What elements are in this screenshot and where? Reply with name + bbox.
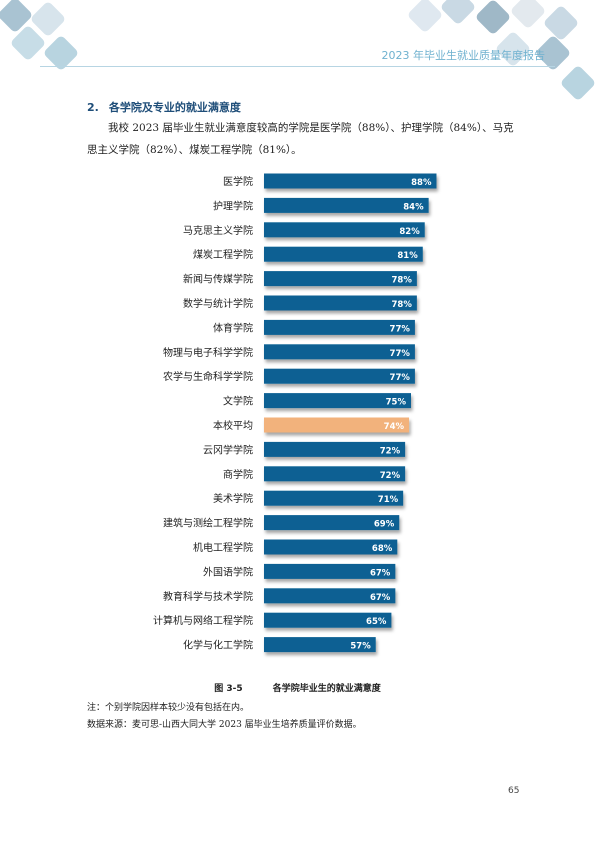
bar xyxy=(264,515,400,531)
value-label: 77% xyxy=(390,324,411,334)
value-label: 57% xyxy=(350,642,371,652)
data-source-note: 数据来源：麦可思-山西大同大学 2023 届毕业生培养质量评价数据。 xyxy=(87,720,362,730)
category-label: 医学院 xyxy=(223,175,253,188)
value-label: 67% xyxy=(370,568,391,578)
category-label: 文学院 xyxy=(223,395,253,408)
value-label: 77% xyxy=(390,373,411,383)
value-label: 67% xyxy=(370,593,391,603)
value-label: 72% xyxy=(380,471,401,481)
section-title: 各学院及专业的就业满意度 xyxy=(108,101,241,114)
value-label: 78% xyxy=(392,276,413,286)
bar xyxy=(264,222,425,238)
average-bar xyxy=(264,417,410,433)
value-label: 71% xyxy=(378,495,399,505)
header-title: 2023 年毕业生就业质量年度报告 xyxy=(381,49,546,62)
category-label: 煤炭工程学院 xyxy=(193,248,253,261)
figure-title: 各学院毕业生的就业满意度 xyxy=(272,684,381,694)
bar xyxy=(264,197,429,213)
category-label: 农学与生命科学学院 xyxy=(163,370,253,383)
decor-tile xyxy=(474,0,512,36)
category-label: 新闻与传媒学院 xyxy=(183,273,253,286)
body-paragraph: 我校 2023 届毕业生就业满意度较高的学院是医学院（88%）、护理学院（84%… xyxy=(87,122,514,156)
footnote: 注：个别学院因样本较少没有包括在内。 xyxy=(87,703,250,713)
bar xyxy=(264,246,423,262)
decor-tile xyxy=(406,0,444,34)
category-label: 教育科学与技术学院 xyxy=(163,590,253,603)
value-label: 81% xyxy=(397,251,418,261)
decor-tile xyxy=(439,0,477,26)
section-number: 2. xyxy=(87,101,99,114)
bar xyxy=(264,271,417,287)
category-label: 本校平均 xyxy=(213,419,253,432)
section-heading: 2. 各学院及专业的就业满意度 xyxy=(87,99,241,115)
decor-tile xyxy=(542,4,580,42)
category-label: 体育学院 xyxy=(213,321,253,334)
value-label: 69% xyxy=(374,520,395,530)
bar xyxy=(264,588,396,604)
value-label: 88% xyxy=(411,178,432,188)
bar xyxy=(264,344,415,360)
decor-tile xyxy=(559,64,595,102)
category-label: 护理学院 xyxy=(213,199,253,212)
bar xyxy=(264,539,398,555)
bar xyxy=(264,490,404,506)
category-label: 外国语学院 xyxy=(203,565,253,578)
satisfaction-bar-chart: 医学院 88% 护理学院 84% 马克思主义学院 82% 煤炭工程学院 81% 新闻与传媒学院 7… xyxy=(153,173,437,653)
category-label: 物理与电子科学学院 xyxy=(163,346,253,359)
category-label: 美术学院 xyxy=(213,492,253,505)
category-label: 机电工程学院 xyxy=(193,541,253,554)
bar xyxy=(264,393,411,409)
bar xyxy=(264,563,396,579)
category-label: 化学与化工学院 xyxy=(183,639,253,652)
value-label: 77% xyxy=(390,349,411,359)
value-label: 72% xyxy=(380,446,401,456)
bar xyxy=(264,295,417,311)
bar xyxy=(264,441,406,457)
value-label: 82% xyxy=(399,227,420,237)
bar xyxy=(264,637,376,653)
decor-tile xyxy=(509,0,547,30)
category-label: 商学院 xyxy=(223,468,253,481)
bar xyxy=(264,368,415,384)
category-label: 数学与统计学院 xyxy=(183,297,253,310)
header-divider xyxy=(40,66,555,67)
value-label: 65% xyxy=(366,617,387,627)
value-label: 75% xyxy=(386,398,407,408)
category-label: 云冈学学院 xyxy=(203,443,253,456)
bar xyxy=(264,319,415,335)
value-label: 68% xyxy=(372,544,393,554)
bar xyxy=(264,612,392,628)
category-label: 计算机与网络工程学院 xyxy=(153,614,253,627)
value-label: 78% xyxy=(392,300,413,310)
figure-number: 图 3-5 xyxy=(214,684,243,694)
bar xyxy=(264,466,406,482)
category-label: 马克思主义学院 xyxy=(183,224,253,237)
value-label: 74% xyxy=(384,422,405,432)
bar xyxy=(264,173,437,189)
value-label: 84% xyxy=(403,202,424,212)
category-label: 建筑与测绘工程学院 xyxy=(163,517,253,530)
figure-caption: 图 3-5 各学院毕业生的就业满意度 xyxy=(0,681,595,694)
page-number: 65 xyxy=(508,786,520,796)
